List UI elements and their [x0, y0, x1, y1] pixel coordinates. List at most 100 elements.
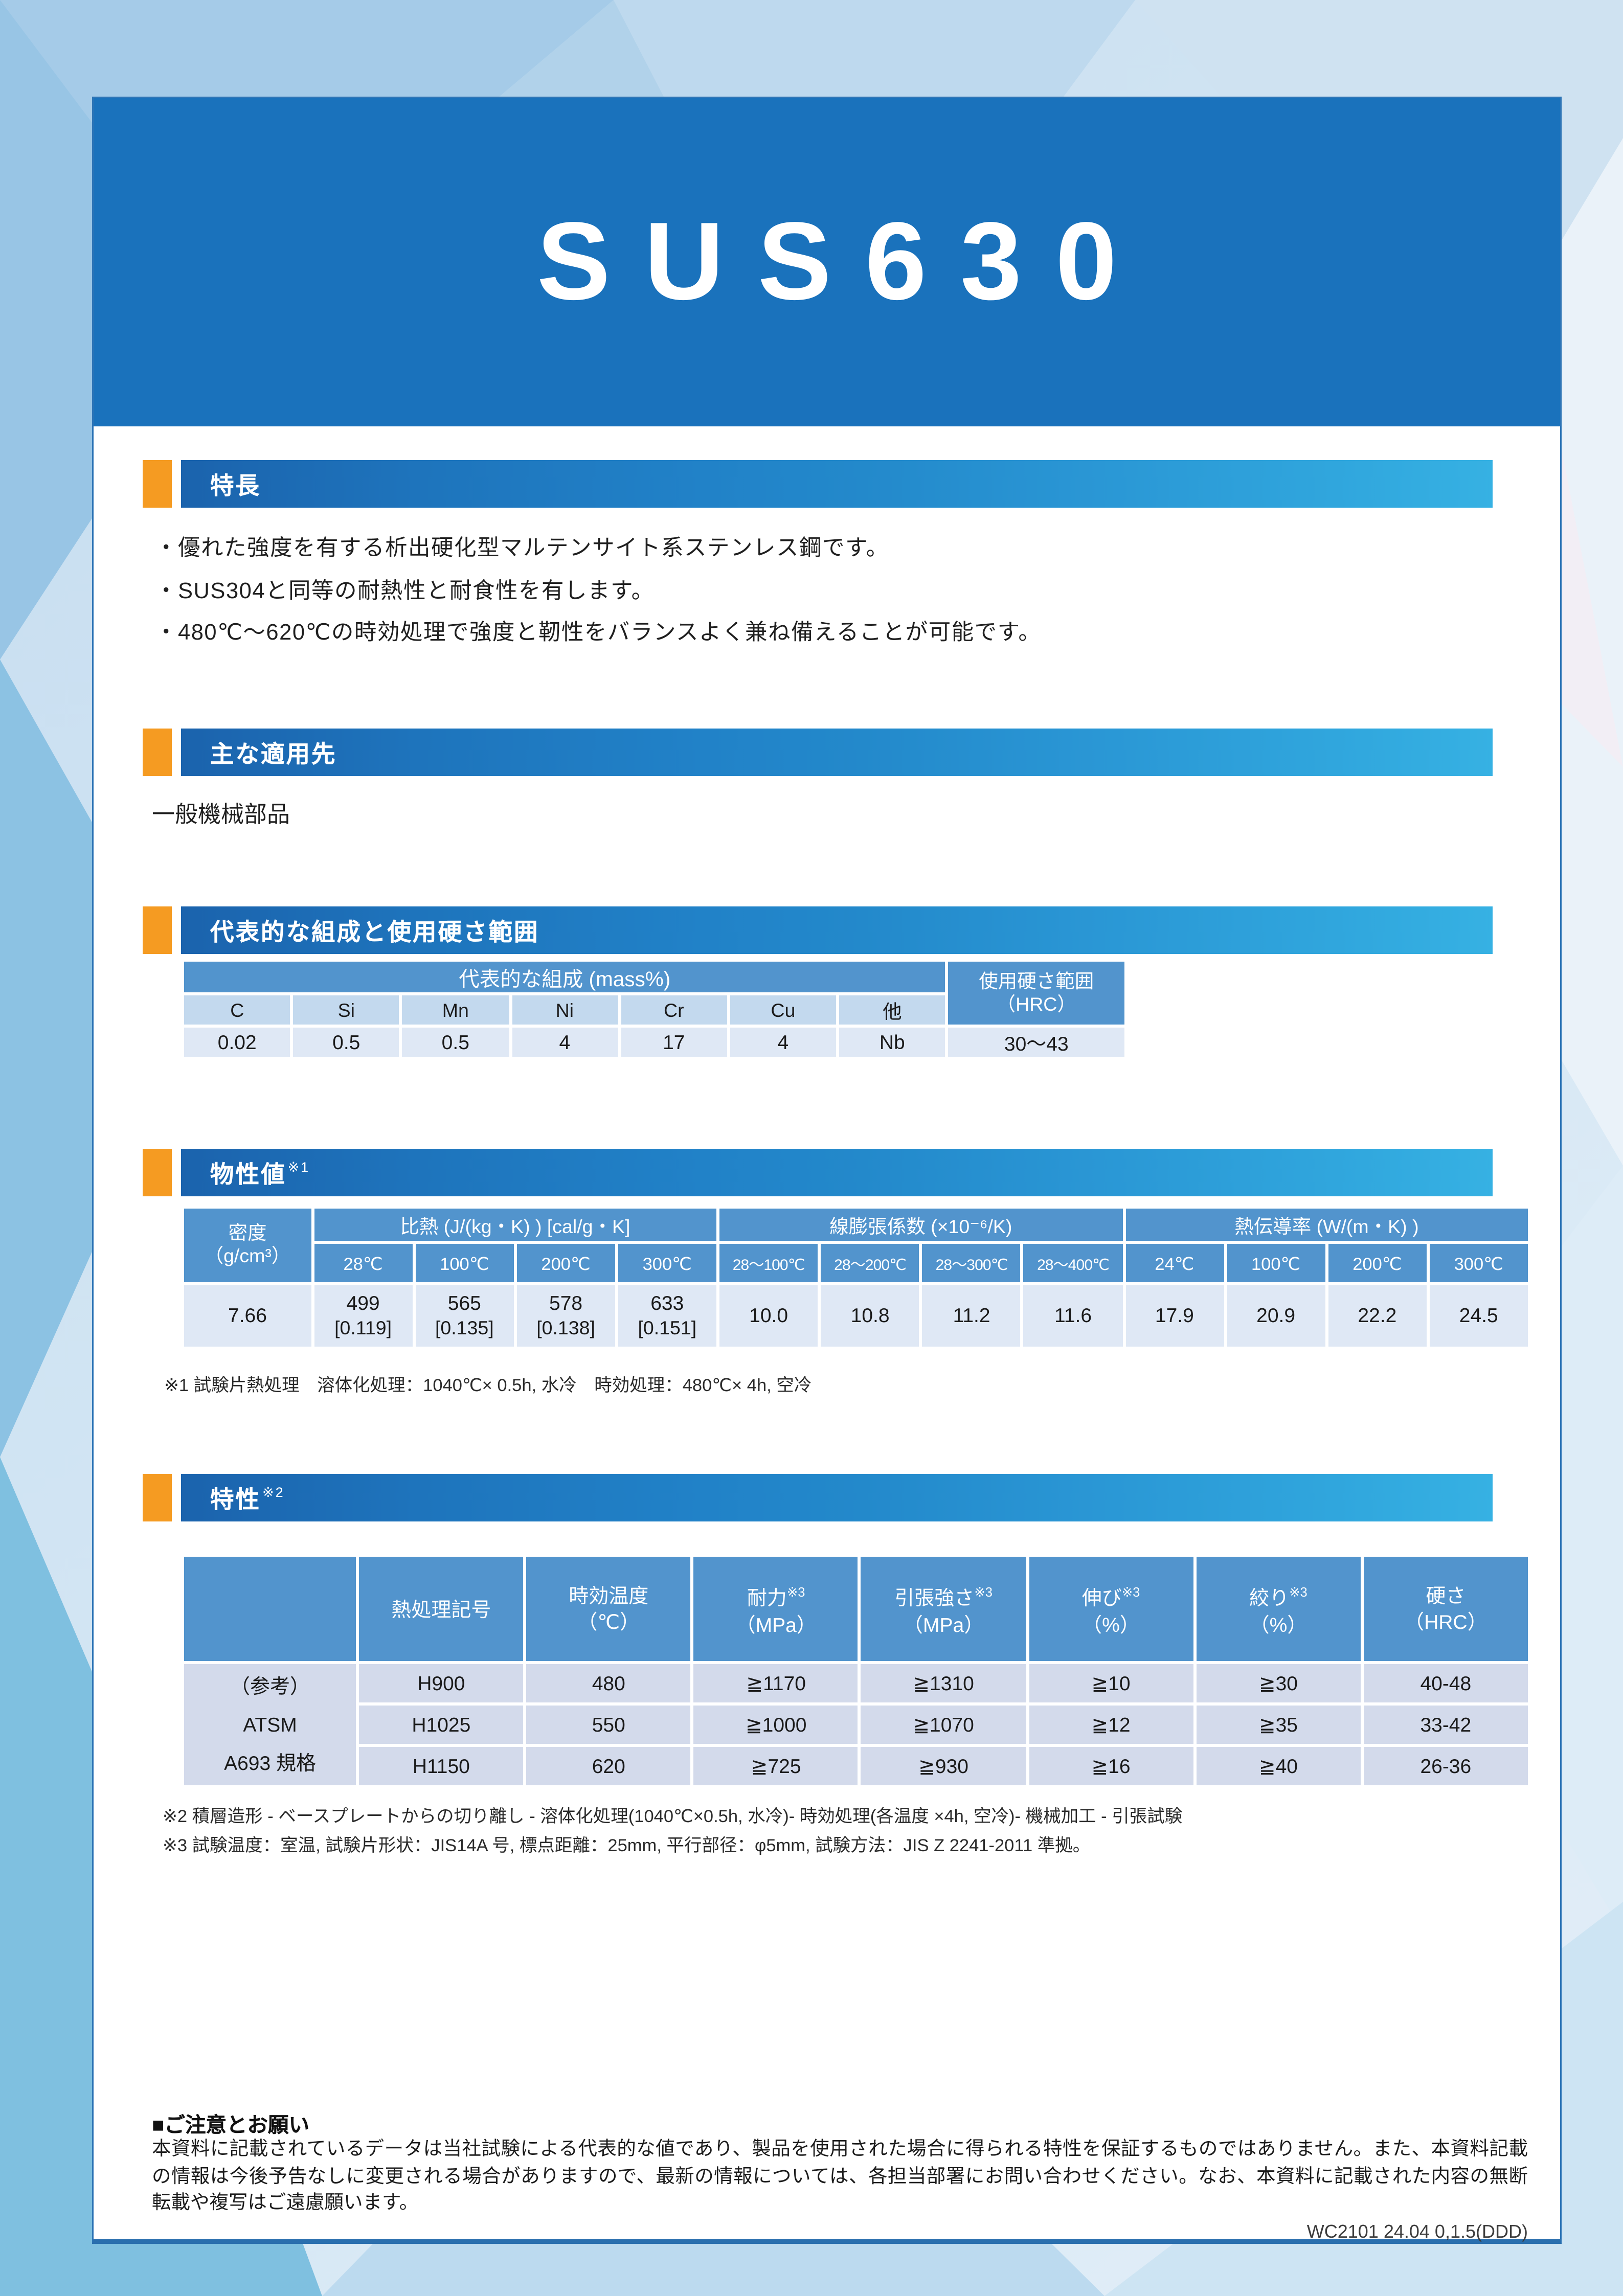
section-header-applications: 主な適用先 [143, 729, 1493, 776]
notice-body: 本資料に記載されているデータは当社試験による代表的な値であり、製品を使用された場… [152, 2138, 1528, 2213]
temp-header: 300℃ [618, 1244, 716, 1282]
thermal-conductivity-header: 熱伝導率 (W/(m・K) ) [1125, 1209, 1528, 1241]
col-header-heat-treatment: 熱処理記号 [359, 1557, 524, 1661]
cell: H900 [359, 1664, 524, 1702]
element-header: Ni [511, 995, 618, 1025]
characteristics-table: 熱処理記号 時効温度 （℃） 耐力※3 （MPa） 引張強さ※3 （MPa） 伸び※3… [181, 1554, 1531, 1788]
physical-heading-note: ※1 [287, 1160, 310, 1176]
section-header-physical: 物性値 ※1 [143, 1149, 1493, 1196]
feature-bullet: ・480℃～620℃の時効処理で強度と靭性をバランスよく兼ね備えることが可能です… [155, 621, 1042, 646]
physical-temperature-row: 28℃ 100℃ 200℃ 300℃ 28～100℃ 28～200℃ 28～30… [184, 1244, 1528, 1282]
temp-header: 100℃ [1227, 1244, 1325, 1282]
col-header-tensile-strength: 引張強さ※3 （MPa） [861, 1557, 1026, 1661]
col-header-aging-temp: 時効温度 （℃） [526, 1557, 691, 1661]
cell: H1025 [359, 1706, 524, 1744]
footnote-2: ※2 積層造形 - ベースプレートからの切り離し - 溶体化処理(1040℃×0… [163, 1808, 1183, 1827]
applications-text: 一般機械部品 [152, 802, 290, 828]
cell: ≧30 [1196, 1664, 1361, 1702]
expansion-value: 11.6 [1024, 1285, 1122, 1347]
element-value: 0.5 [402, 1028, 509, 1057]
cell: ≧12 [1028, 1706, 1193, 1744]
cell: 550 [526, 1706, 691, 1744]
composition-table: 代表的な組成 (mass%) 使用硬さ範囲 （HRC） C Si Mn Ni C… [181, 959, 1128, 1060]
page-title: SUS630 [536, 201, 1151, 324]
element-value: 4 [730, 1028, 837, 1057]
density-value: 7.66 [184, 1285, 311, 1347]
cell: ≧1310 [861, 1664, 1026, 1702]
cell: ≧725 [693, 1747, 859, 1785]
characteristics-row: H1025 550 ≧1000 ≧1070 ≧12 ≧35 33-42 [184, 1706, 1528, 1744]
hardness-range-value: 30～43 [948, 1028, 1124, 1057]
characteristics-row: （参考） ATSM A693 規格 H900 480 ≧1170 ≧1310 ≧… [184, 1664, 1528, 1785]
composition-group-header: 代表的な組成 (mass%) [184, 962, 945, 992]
physical-properties-table: 密度 （g/cm³） 比熱 (J/(kg・K) ) [cal/g・K] 線膨張係… [181, 1206, 1531, 1350]
temp-header: 200℃ [1328, 1244, 1427, 1282]
cell: ≧1170 [693, 1664, 859, 1702]
feature-bullet: ・SUS304と同等の耐熱性と耐食性を有します。 [155, 579, 655, 604]
cell: ≧16 [1028, 1747, 1193, 1785]
expansion-value: 11.2 [922, 1285, 1021, 1347]
physical-header-bar: 物性値 ※1 [181, 1149, 1493, 1196]
cell: 480 [526, 1664, 691, 1702]
specific-heat-header: 比熱 (J/(kg・K) ) [cal/g・K] [313, 1209, 716, 1241]
conductivity-value: 22.2 [1328, 1285, 1427, 1347]
element-value: 17 [621, 1028, 727, 1057]
features-heading: 特長 [210, 473, 261, 499]
notice-heading: ■ご注意とお願い [152, 2113, 309, 2136]
temp-header: 28℃ [313, 1244, 413, 1282]
conductivity-value: 20.9 [1227, 1285, 1325, 1347]
col-header-reduction: 絞り※3 （%） [1196, 1557, 1361, 1661]
features-header-bar: 特長 [181, 460, 1493, 508]
composition-header-bar: 代表的な組成と使用硬さ範囲 [181, 906, 1493, 954]
element-value: 0.5 [293, 1028, 400, 1057]
composition-heading: 代表的な組成と使用硬さ範囲 [210, 919, 539, 946]
element-header: Cr [621, 995, 727, 1025]
temp-range-header: 28～400℃ [1024, 1244, 1122, 1282]
element-header: Mn [402, 995, 509, 1025]
temp-range-header: 28～200℃ [821, 1244, 919, 1282]
characteristics-header-bar: 特性 ※2 [181, 1474, 1493, 1521]
composition-value-row: 0.02 0.5 0.5 4 17 4 Nb 30～43 [184, 1028, 1124, 1057]
characteristics-row: H1150 620 ≧725 ≧930 ≧16 ≧40 26-36 [184, 1747, 1528, 1785]
physical-footnote: ※1 試験片熱処理 溶体化処理：1040℃× 0.5h, 水冷 時効処理：480… [164, 1377, 812, 1396]
temp-header: 200℃ [516, 1244, 615, 1282]
orange-accent-chip [143, 1474, 172, 1521]
section-header-features: 特長 [143, 460, 1493, 508]
element-header: Cu [730, 995, 837, 1025]
temp-range-header: 28～100℃ [719, 1244, 818, 1282]
col-header-hardness: 硬さ （HRC） [1363, 1557, 1528, 1661]
cell: ≧1000 [693, 1706, 859, 1744]
element-value: 0.02 [184, 1028, 290, 1057]
cell: ≧10 [1028, 1664, 1193, 1702]
cell: ≧35 [1196, 1706, 1361, 1744]
element-header: C [184, 995, 290, 1025]
physical-heading: 物性値 ※1 [210, 1160, 310, 1188]
section-header-composition: 代表的な組成と使用硬さ範囲 [143, 906, 1493, 954]
cell: 26-36 [1363, 1747, 1528, 1785]
title-banner: SUS630 [94, 98, 1560, 426]
cell: 33-42 [1363, 1706, 1528, 1744]
cell: ≧40 [1196, 1747, 1361, 1785]
element-header: 他 [839, 995, 945, 1025]
characteristics-heading-note: ※2 [262, 1485, 285, 1501]
temp-range-header: 28～300℃ [922, 1244, 1021, 1282]
hardness-range-header: 使用硬さ範囲 （HRC） [948, 962, 1124, 1025]
reference-standard-cell: （参考） ATSM A693 規格 [184, 1664, 356, 1785]
orange-accent-chip [143, 906, 172, 954]
characteristics-heading: 特性 ※2 [210, 1485, 285, 1513]
cell: ≧1070 [861, 1706, 1026, 1744]
physical-value-row: 7.66 499 [0.119] 565 [0.135] 578 [0.138] 63… [184, 1285, 1528, 1347]
temp-header: 100℃ [415, 1244, 514, 1282]
specific-heat-value: 499 [0.119] [313, 1285, 413, 1347]
specific-heat-value: 578 [0.138] [516, 1285, 615, 1347]
features-bullet-list: ・優れた強度を有する析出硬化型マルテンサイト系ステンレス鋼です。 ・SUS304… [155, 529, 1041, 656]
applications-header-bar: 主な適用先 [181, 729, 1493, 776]
expansion-value: 10.8 [821, 1285, 919, 1347]
conductivity-value: 17.9 [1125, 1285, 1224, 1347]
characteristics-header-row: 熱処理記号 時効温度 （℃） 耐力※3 （MPa） 引張強さ※3 （MPa） 伸び※3… [184, 1557, 1528, 1661]
density-header: 密度 （g/cm³） [184, 1209, 311, 1282]
orange-accent-chip [143, 460, 172, 508]
section-header-characteristics: 特性 ※2 [143, 1474, 1493, 1521]
document-code: WC2101 24.04 0,1.5(DDD) [1306, 2221, 1528, 2242]
